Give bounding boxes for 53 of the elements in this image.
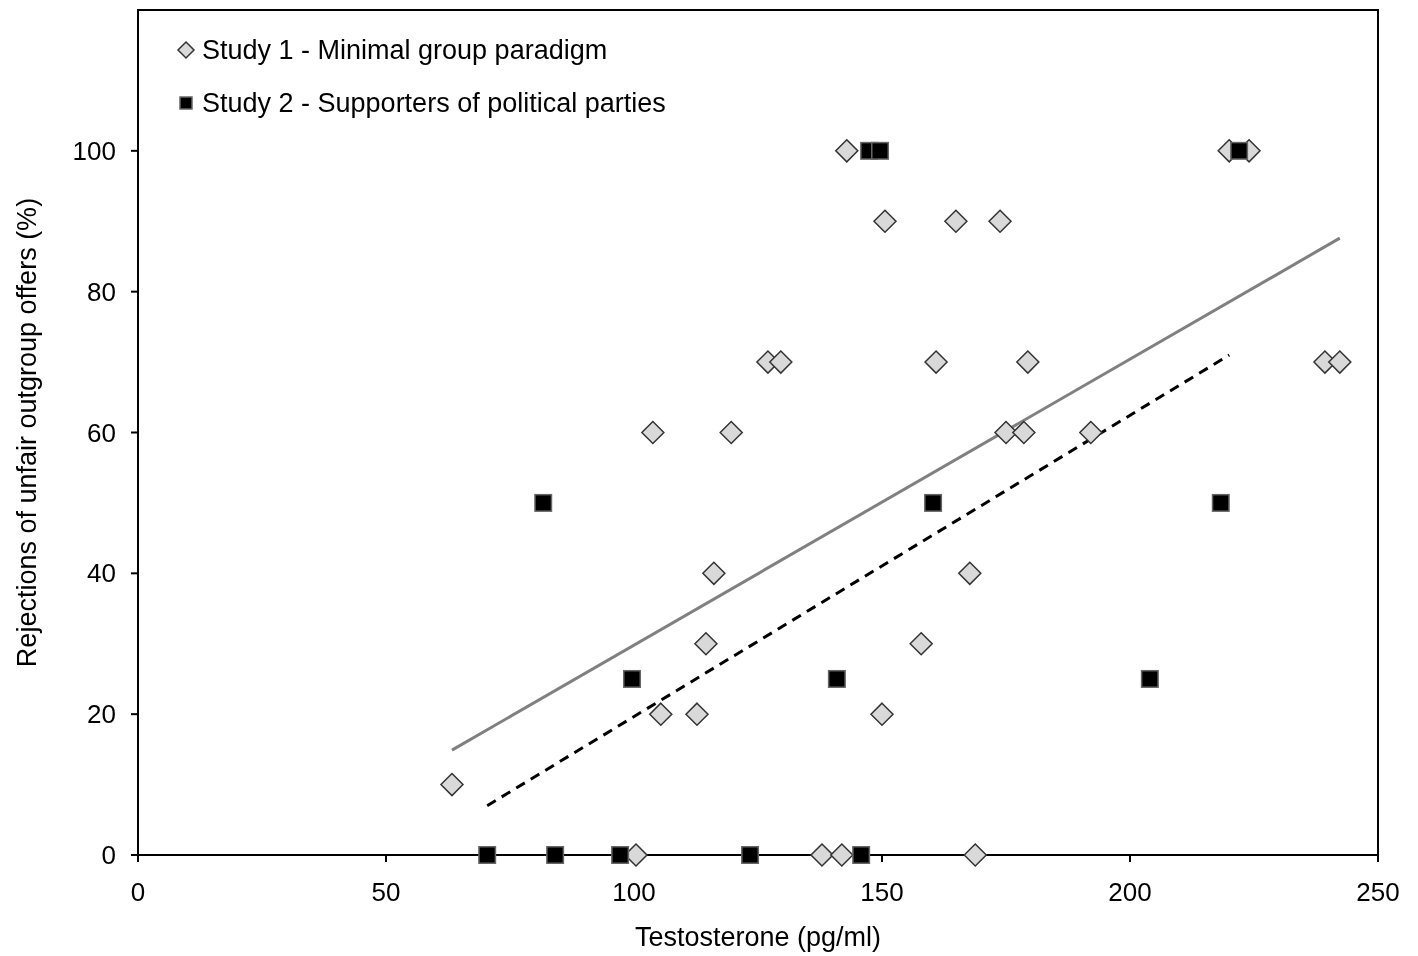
point <box>1230 141 1249 160</box>
point <box>873 209 897 233</box>
x-tick-label: 250 <box>1356 877 1400 907</box>
point <box>478 846 497 864</box>
point <box>988 209 1012 233</box>
point <box>611 846 630 864</box>
x-tick-label: 100 <box>612 877 656 907</box>
y-axis-title: Rejections of unfair outgroup offers (%) <box>12 197 42 668</box>
point <box>694 632 718 656</box>
point <box>835 139 859 163</box>
point <box>810 843 834 867</box>
y-tick-label: 80 <box>87 276 116 307</box>
y-tick-label: 60 <box>87 417 116 448</box>
point <box>623 669 642 688</box>
point <box>870 702 894 726</box>
x-tick-label: 0 <box>130 877 146 907</box>
point <box>769 350 793 374</box>
point <box>963 843 987 867</box>
point <box>1211 493 1230 512</box>
point <box>852 846 871 864</box>
legend-label: Study 1 - Minimal group paradigm <box>202 35 608 65</box>
x-axis-title: Testosterone (pg/ml) <box>634 922 882 952</box>
point <box>827 669 846 688</box>
x-tick-label: 200 <box>1108 877 1152 907</box>
point <box>546 846 565 864</box>
y-tick-label: 40 <box>87 558 116 589</box>
point <box>1328 350 1352 374</box>
x-tick-label: 50 <box>371 877 401 907</box>
point <box>702 561 726 586</box>
point <box>1140 669 1159 688</box>
point <box>641 420 665 445</box>
point <box>719 420 743 445</box>
point <box>909 632 933 656</box>
point <box>685 702 709 726</box>
point <box>944 209 968 233</box>
point <box>440 772 464 797</box>
y-tick-label: 20 <box>87 699 116 730</box>
point <box>534 493 553 512</box>
y-tick-label: 100 <box>72 135 116 166</box>
point <box>1012 420 1036 445</box>
point <box>924 350 948 374</box>
y-tick-label: 0 <box>101 840 116 870</box>
point <box>994 420 1018 445</box>
point <box>830 843 854 867</box>
point <box>1016 350 1040 374</box>
point <box>924 493 943 512</box>
point <box>1079 420 1103 445</box>
legend-label: Study 2 - Supporters of political parties <box>202 88 666 118</box>
point <box>649 702 673 726</box>
x-tick-label: 150 <box>860 877 904 907</box>
point <box>958 561 982 586</box>
point <box>871 141 890 160</box>
point <box>741 846 760 864</box>
